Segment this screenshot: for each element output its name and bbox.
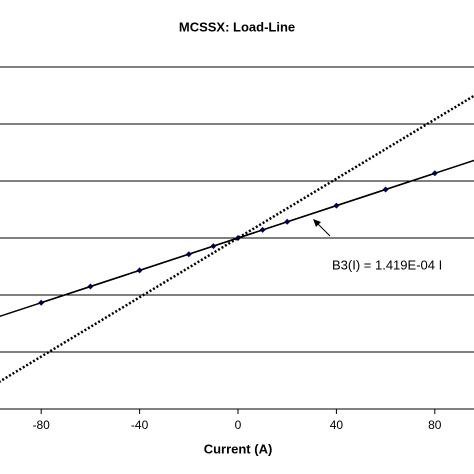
arrow-head [313,219,321,227]
x-tick-label: 80 [428,418,442,432]
x-tick-label: -40 [131,418,149,432]
chart-title: MCSSX: Load-Line [179,19,295,34]
x-tick-label: 0 [235,418,242,432]
series-line [0,159,474,318]
x-tick-label: 40 [330,418,344,432]
x-tick-label: -80 [33,418,51,432]
x-axis-label: Current (A) [204,441,273,456]
annotation: B3(I) = 1.419E-04 I [332,257,442,272]
